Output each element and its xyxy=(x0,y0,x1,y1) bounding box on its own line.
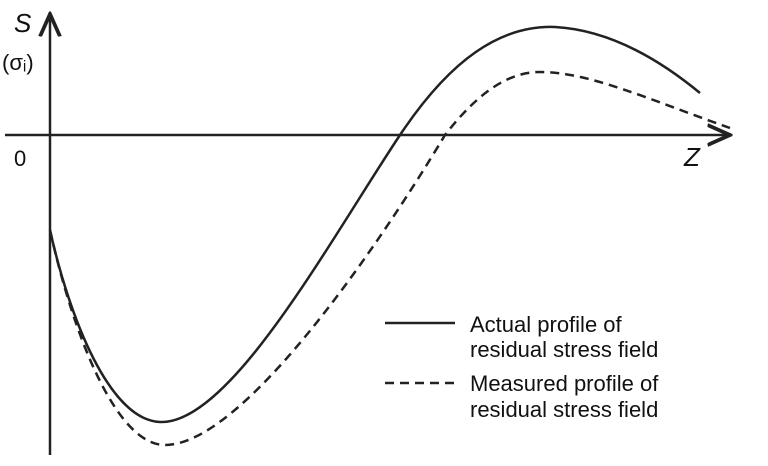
x-label: Z xyxy=(683,142,701,172)
origin-label: 0 xyxy=(14,146,26,171)
legend-text: Measured profile of xyxy=(470,371,659,396)
legend-text: Actual profile of xyxy=(470,312,623,337)
legend-text: residual stress field xyxy=(470,397,658,422)
y-sublabel: (σᵢ) xyxy=(2,50,34,75)
legend-text: residual stress field xyxy=(470,337,658,362)
y-label: S xyxy=(14,8,32,38)
actual-curve xyxy=(48,25,701,424)
measured-curve xyxy=(48,70,731,447)
